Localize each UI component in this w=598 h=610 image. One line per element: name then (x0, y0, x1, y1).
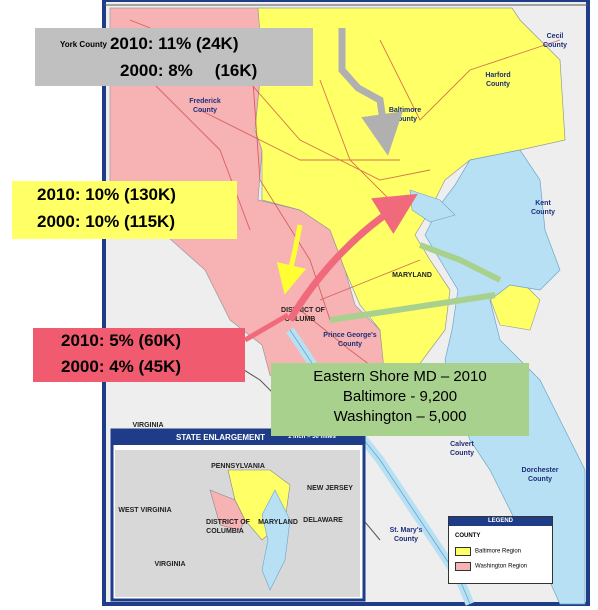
arrow-york (338, 28, 403, 156)
pg-2000: 2000: 4% (45K) (61, 357, 182, 376)
inset-label-maryland: MARYLAND (258, 519, 298, 526)
inset-bay (261, 489, 291, 591)
county-label-kent: Kent County (531, 200, 555, 216)
svg-text:Frederick: Frederick (189, 98, 221, 105)
york-2000-value: (16K) (214, 61, 258, 80)
legend-item-washington: Washington Region (455, 562, 527, 571)
inset-label-district-of: DISTRICT OF (206, 519, 251, 526)
arrow-howard (276, 224, 307, 295)
label-columb: COLUMB (285, 316, 316, 323)
legend-item-baltimore: Baltimore Region (455, 547, 521, 556)
svg-text:County: County (450, 450, 474, 457)
arrow-pg-to-baltimore (286, 193, 418, 322)
callout-prince-georges: 2010: 5% (60K) 2000: 4% (45K) (33, 328, 245, 382)
svg-text:County: County (338, 341, 362, 348)
county-label-st-marys: St. Mary's County (390, 527, 423, 543)
arrow-shore-2 (418, 242, 502, 283)
arrow-shore-1 (329, 292, 496, 323)
legend-title: COUNTY (455, 533, 481, 539)
legend-swatch-baltimore (455, 547, 471, 556)
legend: LEGEND COUNTY Baltimore Region Washingto… (448, 516, 553, 584)
pg-2010: 2010: 5% (60K) (61, 331, 182, 350)
howard-2010: 2010: 10% (130K) (37, 185, 176, 204)
arrow-pg-to-callout (243, 312, 290, 343)
callout-howard: 2010: 10% (130K) 2000: 10% (115K) (12, 181, 237, 239)
svg-text:Baltimore: Baltimore (389, 107, 421, 114)
inset-label-delaware: DELAWARE (303, 517, 343, 524)
york-2000-key: 2000: 8% (120, 61, 193, 80)
county-label-baltimore: Baltimore County (389, 107, 421, 123)
svg-text:County: County (543, 42, 567, 49)
svg-text:Calvert: Calvert (450, 441, 474, 448)
inset-label-west-virginia: WEST VIRGINIA (118, 507, 171, 514)
label-virginia: VIRGINIA (132, 422, 163, 429)
shore-baltimore: Baltimore - 9,200 (342, 388, 458, 405)
county-label-prince-georges: Prince George's County (323, 332, 377, 348)
shore-title: Eastern Shore MD – 2010 (313, 368, 487, 385)
inset-label-new-jersey: NEW JERSEY (307, 485, 353, 492)
road-lines (129, 19, 561, 381)
label-district-of: DISTRICT OF (281, 307, 326, 314)
svg-text:Cecil: Cecil (547, 33, 564, 40)
svg-text:St. Mary's: St. Mary's (390, 527, 423, 534)
york-2010-value: 2010: 11% (24K) (109, 34, 239, 53)
york-county-label: York County (60, 40, 107, 50)
svg-text:County: County (394, 536, 418, 543)
svg-text:County: County (193, 107, 217, 114)
inset-label-pennsylvania: PENNSYLVANIA (211, 463, 265, 470)
county-label-dorchester: Dorchester County (522, 467, 559, 483)
svg-text:County: County (531, 209, 555, 216)
callout-york-county: York County 2010: 11% (24K) 2000: 8% (16K) (35, 28, 313, 86)
svg-text:Kent: Kent (535, 200, 551, 207)
svg-text:County: County (393, 116, 417, 123)
county-label-harford: Harford County (485, 72, 510, 88)
inset-scale: 1 inch = 50 miles (288, 434, 336, 440)
inset-label-virginia: VIRGINIA (154, 561, 185, 568)
howard-2000: 2000: 10% (115K) (37, 212, 175, 231)
legend-swatch-washington (455, 562, 471, 571)
county-label-frederick: Frederick County (189, 98, 221, 114)
inset-label-columbia: COLUMBIA (206, 528, 244, 535)
county-label-cecil: Cecil County (543, 33, 567, 49)
svg-text:County: County (528, 476, 552, 483)
inset-title: STATE ENLARGEMENT (176, 433, 266, 442)
svg-text:County: County (486, 81, 510, 88)
svg-text:Dorchester: Dorchester (522, 467, 559, 474)
county-label-calvert: Calvert County (450, 441, 475, 457)
svg-text:Prince George's: Prince George's (323, 332, 377, 339)
svg-text:Harford: Harford (485, 72, 510, 79)
map-frame (102, 0, 590, 606)
legend-header: LEGEND (449, 517, 552, 526)
callout-eastern-shore: Eastern Shore MD – 2010 Baltimore - 9,20… (271, 363, 529, 436)
inset-maryland-washington (209, 489, 246, 531)
shore-washington: Washington – 5,000 (333, 408, 467, 425)
label-maryland: MARYLAND (392, 272, 432, 279)
